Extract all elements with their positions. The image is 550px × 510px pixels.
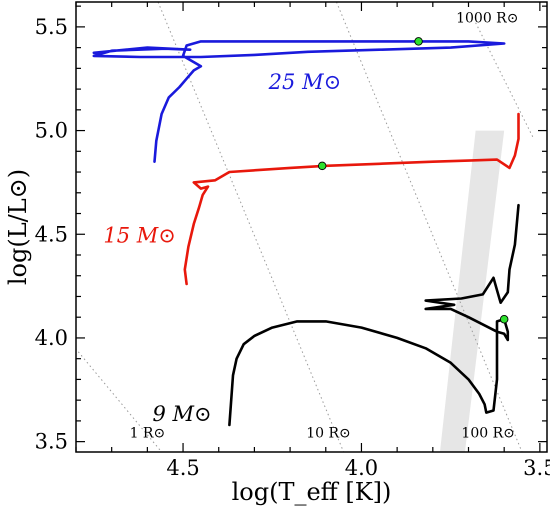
markers-layer bbox=[317, 37, 509, 324]
y-tick-label: 5.5 bbox=[35, 15, 68, 39]
radius-label-2: 100 R⊙ bbox=[461, 425, 514, 441]
y-tick-label: 3.5 bbox=[35, 430, 68, 454]
axis-ticks-layer: 4.5 4.0 3.5 3.5 4.0 4.5 5.0 5.5 bbox=[35, 2, 550, 480]
y-tick-label: 5.0 bbox=[35, 119, 68, 143]
series-layer bbox=[92, 40, 520, 427]
x-tick-label: 4.5 bbox=[166, 456, 199, 480]
x-axis-label: log(T_eff [K]) bbox=[232, 478, 392, 506]
radius-label-3: 1000 R⊙ bbox=[456, 11, 518, 27]
labels-layer: 25 M⊙ 15 M⊙ 9 M⊙1 R⊙ 10 R⊙ 100 R⊙ 1000 R⊙ bbox=[103, 11, 518, 442]
radius-label-0: 1 R⊙ bbox=[130, 425, 166, 441]
track-line-0 bbox=[92, 40, 506, 163]
x-tick-label: 3.5 bbox=[523, 456, 550, 480]
radius-line-3 bbox=[475, 22, 534, 138]
track-line-1 bbox=[183, 112, 520, 286]
transition-marker-1 bbox=[317, 161, 327, 171]
radius-label-1: 10 R⊙ bbox=[306, 425, 351, 441]
y-tick-label: 4.0 bbox=[35, 326, 68, 350]
red-supergiant-band-layer bbox=[439, 130, 505, 452]
radius-line-2 bbox=[336, 2, 523, 452]
y-tick-label: 4.5 bbox=[35, 222, 68, 246]
transition-marker-0 bbox=[414, 37, 423, 46]
y-axis-label: log(L/L⊙) bbox=[4, 169, 32, 285]
mass-label-0: 25 M⊙ bbox=[268, 70, 342, 94]
mass-label-1: 15 M⊙ bbox=[103, 224, 176, 248]
red-supergiant-band bbox=[439, 130, 505, 452]
track-line-2 bbox=[228, 203, 520, 427]
plot-frame bbox=[75, 1, 548, 453]
mass-label-2: 9 M⊙ bbox=[152, 402, 211, 426]
transition-marker-2 bbox=[499, 315, 509, 324]
x-tick-label: 4.0 bbox=[345, 456, 378, 480]
